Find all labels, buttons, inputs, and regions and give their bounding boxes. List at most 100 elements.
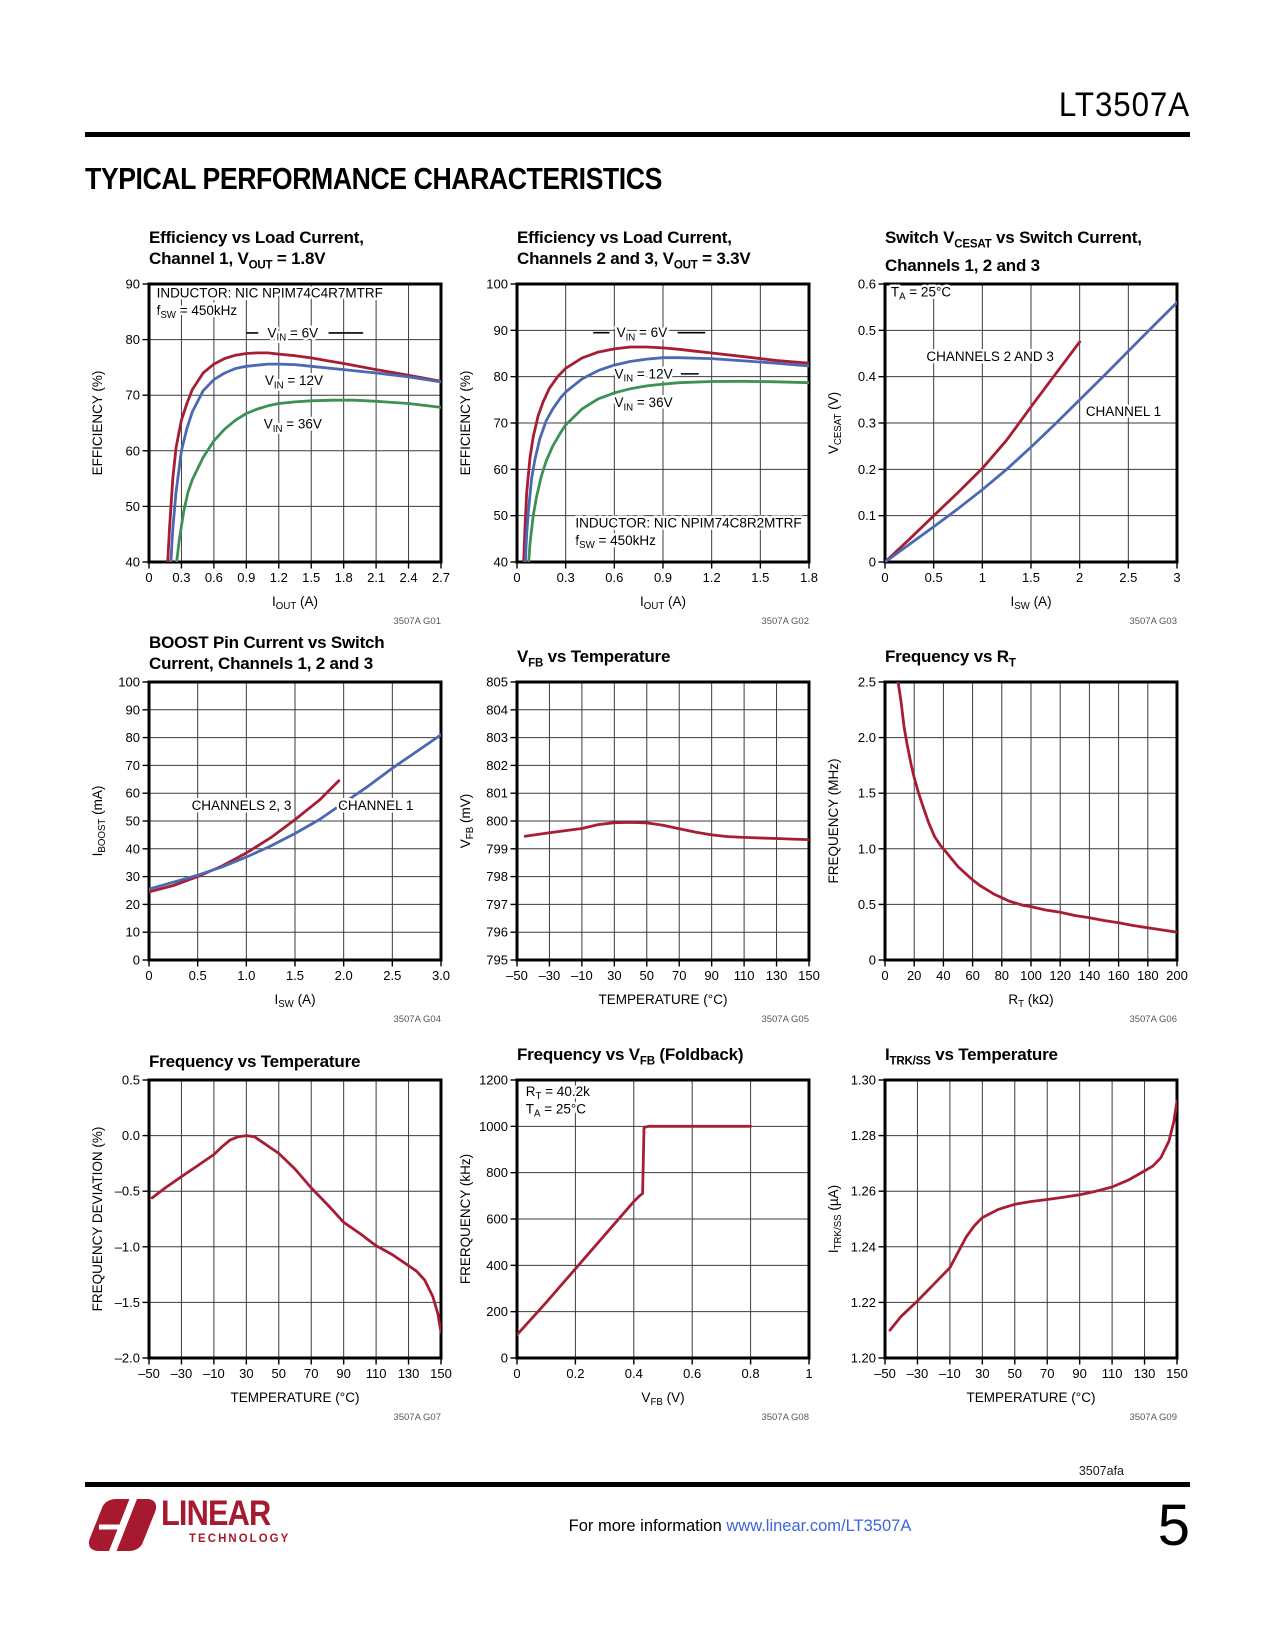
svg-text:50: 50 bbox=[494, 508, 508, 523]
svg-text:70: 70 bbox=[672, 968, 686, 983]
svg-text:60: 60 bbox=[965, 968, 979, 983]
svg-text:–10: –10 bbox=[939, 1366, 961, 1381]
svg-text:1.28: 1.28 bbox=[851, 1128, 876, 1143]
svg-text:0.5: 0.5 bbox=[122, 1073, 140, 1088]
svg-text:fSW = 450kHz: fSW = 450kHz bbox=[575, 533, 656, 551]
svg-text:798: 798 bbox=[486, 869, 508, 884]
svg-text:FREQUENCY DEVIATION (%): FREQUENCY DEVIATION (%) bbox=[90, 1127, 105, 1312]
svg-text:70: 70 bbox=[1040, 1366, 1054, 1381]
svg-text:50: 50 bbox=[1008, 1366, 1022, 1381]
footer-link[interactable]: www.linear.com/LT3507A bbox=[726, 1516, 912, 1535]
svg-text:796: 796 bbox=[486, 925, 508, 940]
svg-text:1: 1 bbox=[979, 570, 986, 585]
svg-text:80: 80 bbox=[126, 332, 140, 347]
svg-text:CHANNEL 1: CHANNEL 1 bbox=[1086, 404, 1161, 419]
svg-text:1.5: 1.5 bbox=[1022, 570, 1040, 585]
svg-text:0: 0 bbox=[145, 968, 152, 983]
chart-title-g08: Frequency vs VFB (Foldback) bbox=[517, 1044, 744, 1067]
svg-text:2.5: 2.5 bbox=[858, 675, 876, 690]
svg-text:0.9: 0.9 bbox=[237, 570, 255, 585]
svg-text:799: 799 bbox=[486, 841, 508, 856]
chart-id-g08: 3507A G08 bbox=[761, 1412, 809, 1423]
logo-technology-text: TECHNOLOGY bbox=[189, 1531, 291, 1546]
svg-text:0.9: 0.9 bbox=[654, 570, 672, 585]
svg-text:60: 60 bbox=[494, 462, 508, 477]
svg-text:70: 70 bbox=[494, 416, 508, 431]
svg-text:VIN = 36V: VIN = 36V bbox=[264, 417, 322, 435]
svg-text:ISW (A): ISW (A) bbox=[1010, 594, 1051, 612]
svg-text:0: 0 bbox=[501, 1351, 508, 1366]
svg-text:110: 110 bbox=[734, 968, 755, 983]
part-number: LT3507A bbox=[1058, 86, 1190, 124]
svg-text:30: 30 bbox=[607, 968, 621, 983]
svg-text:10: 10 bbox=[126, 925, 140, 940]
svg-text:100: 100 bbox=[118, 675, 140, 690]
svg-text:2: 2 bbox=[1076, 570, 1083, 585]
svg-text:TEMPERATURE (°C): TEMPERATURE (°C) bbox=[599, 992, 728, 1007]
svg-text:1.30: 1.30 bbox=[851, 1073, 876, 1088]
chart-g07: –50 –30 –10 30 50 70 90 110 130 150 0.5 0.0 –0.5 –1.0… bbox=[90, 1073, 452, 1424]
svg-text:–50: –50 bbox=[874, 1366, 896, 1381]
svg-text:20: 20 bbox=[126, 897, 140, 912]
chart-id-g04: 3507A G04 bbox=[393, 1014, 441, 1025]
svg-text:0.1: 0.1 bbox=[858, 508, 876, 523]
svg-text:802: 802 bbox=[486, 758, 508, 773]
svg-text:40: 40 bbox=[126, 555, 140, 570]
svg-text:60: 60 bbox=[126, 443, 140, 458]
svg-text:EFFICIENCY (%): EFFICIENCY (%) bbox=[90, 371, 105, 476]
svg-text:0.2: 0.2 bbox=[566, 1366, 584, 1381]
svg-text:0.8: 0.8 bbox=[742, 1366, 760, 1381]
svg-text:–10: –10 bbox=[571, 968, 593, 983]
svg-text:0: 0 bbox=[881, 570, 888, 585]
svg-text:0: 0 bbox=[513, 570, 520, 585]
svg-text:ITRK/SS (µA): ITRK/SS (µA) bbox=[826, 1185, 844, 1253]
svg-text:1.5: 1.5 bbox=[858, 786, 876, 801]
chart-series-g04 bbox=[149, 733, 441, 894]
svg-text:RT (kΩ): RT (kΩ) bbox=[1008, 992, 1053, 1010]
svg-text:EFFICIENCY (%): EFFICIENCY (%) bbox=[458, 371, 473, 476]
charts-grid: Efficiency vs Load Current, Channel 1, VO… bbox=[85, 227, 1190, 1424]
svg-text:600: 600 bbox=[486, 1212, 508, 1227]
svg-text:–30: –30 bbox=[171, 1366, 193, 1381]
svg-text:804: 804 bbox=[486, 702, 508, 717]
chart-title-g09: ITRK/SS vs Temperature bbox=[885, 1044, 1058, 1067]
svg-text:803: 803 bbox=[486, 730, 508, 745]
chart-id-g07: 3507A G07 bbox=[393, 1412, 441, 1423]
footer-info: For more information www.linear.com/LT35… bbox=[385, 1517, 1095, 1536]
chart-g02: 0 0.3 0.6 0.9 1.2 1.5 1.8 40 50 60 70 80 90 100 IOUT (… bbox=[458, 277, 818, 628]
svg-text:1.0: 1.0 bbox=[237, 968, 255, 983]
svg-text:0.3: 0.3 bbox=[172, 570, 190, 585]
svg-text:50: 50 bbox=[640, 968, 654, 983]
chart-g09: –50 –30 –10 30 50 70 90 110 130 150 1.20 1.22 1.24 1.… bbox=[826, 1073, 1188, 1424]
svg-text:–1.5: –1.5 bbox=[115, 1295, 140, 1310]
chart-series-g09 bbox=[888, 1099, 1177, 1332]
chart-g01: 0 0.3 0.6 0.9 1.2 1.5 1.8 2.1 2.4 2.7 40 50 60 70 80 90… bbox=[90, 277, 450, 628]
svg-text:0.6: 0.6 bbox=[858, 277, 876, 292]
svg-text:0.3: 0.3 bbox=[557, 570, 575, 585]
chart-title-g03: Switch VCESAT vs Switch Current, Channels… bbox=[885, 227, 1142, 275]
svg-text:–1.0: –1.0 bbox=[115, 1239, 140, 1254]
svg-text:2.5: 2.5 bbox=[1119, 570, 1137, 585]
svg-text:110: 110 bbox=[366, 1366, 387, 1381]
svg-text:0: 0 bbox=[869, 953, 876, 968]
svg-text:FREQUENCY (MHz): FREQUENCY (MHz) bbox=[826, 758, 841, 883]
svg-text:150: 150 bbox=[1166, 1366, 1188, 1381]
page-header: LT3507A TYPICAL PERFORMANCE CHARACTERIST… bbox=[85, 88, 1190, 194]
chart-g03: 0 0.5 1 1.5 2 2.5 3 0 0.1 0.2 0.3 0.4 0.5 0.6 ISW (A) V… bbox=[826, 277, 1181, 628]
svg-text:200: 200 bbox=[486, 1304, 508, 1319]
svg-text:0: 0 bbox=[145, 570, 152, 585]
chart-series-g07 bbox=[150, 1134, 441, 1334]
chart-cell-g09: ITRK/SS vs Temperature –50 –30 –10 30 50 70 90 1… bbox=[821, 1026, 1189, 1424]
chart-cell-g02: Efficiency vs Load Current, Channels 2 an… bbox=[453, 228, 821, 628]
svg-text:1200: 1200 bbox=[479, 1073, 508, 1088]
svg-text:3: 3 bbox=[1173, 570, 1180, 585]
section-title: TYPICAL PERFORMANCE CHARACTERISTICS bbox=[85, 161, 662, 196]
svg-text:801: 801 bbox=[486, 786, 508, 801]
svg-text:1.2: 1.2 bbox=[703, 570, 721, 585]
svg-text:0: 0 bbox=[513, 1366, 520, 1381]
svg-text:VIN = 6V: VIN = 6V bbox=[268, 325, 319, 343]
logo-text: LINEAR TECHNOLOGY bbox=[161, 1494, 296, 1546]
svg-text:30: 30 bbox=[975, 1366, 989, 1381]
logo-linear-text: LINEAR bbox=[161, 1494, 271, 1533]
svg-text:0.5: 0.5 bbox=[858, 323, 876, 338]
